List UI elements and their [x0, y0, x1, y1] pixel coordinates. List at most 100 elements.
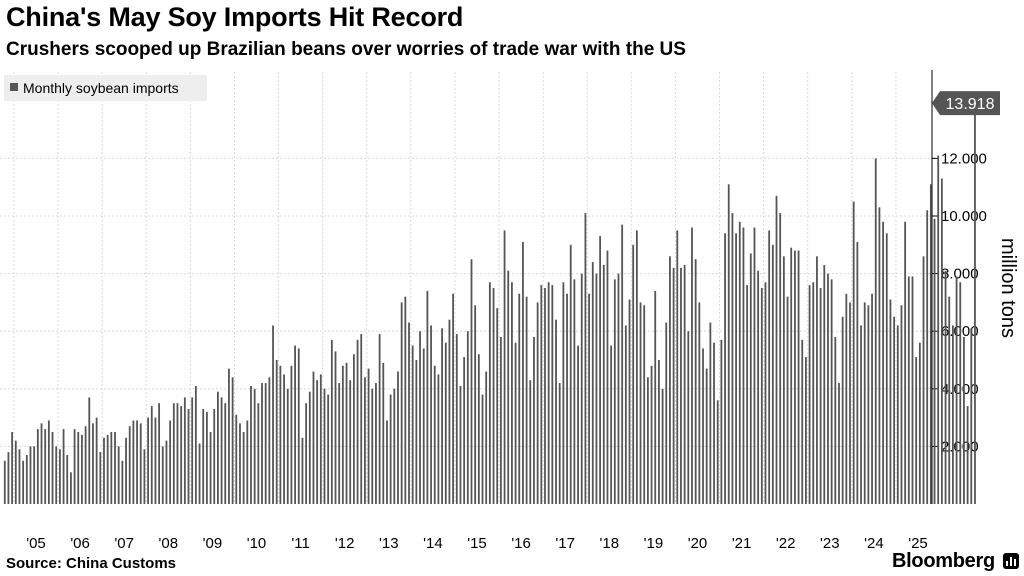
bar: [180, 406, 183, 504]
bar: [132, 420, 135, 504]
bar: [345, 362, 348, 504]
bar: [33, 446, 36, 504]
bar: [426, 290, 429, 504]
bar: [757, 270, 760, 504]
bar: [952, 325, 954, 504]
bar: [874, 158, 877, 504]
bar: [889, 299, 892, 504]
y-tick-label: 8.000: [941, 266, 979, 283]
bar: [338, 383, 341, 504]
bar: [540, 285, 543, 504]
bar: [224, 403, 227, 504]
bar: [779, 213, 782, 504]
bar: [764, 282, 767, 504]
bar: [3, 460, 6, 504]
bar: [823, 264, 826, 504]
bar: [382, 362, 385, 504]
bar: [202, 408, 205, 504]
bar: [522, 241, 524, 505]
bar: [84, 426, 87, 504]
bar: [573, 279, 576, 504]
bar: [92, 423, 94, 504]
bar: [838, 383, 840, 504]
bar: [205, 411, 208, 504]
bar: [628, 299, 631, 504]
y-tick-label: 10.000: [941, 208, 987, 225]
bar: [11, 432, 14, 504]
legend-swatch: [10, 83, 18, 91]
bar: [44, 429, 47, 504]
bar: [525, 296, 528, 504]
bar: [36, 429, 39, 504]
bar: [735, 233, 737, 504]
bar: [62, 429, 65, 504]
bar: [893, 316, 896, 504]
x-tick-label: '07: [114, 535, 134, 552]
bar: [966, 406, 969, 504]
bar: [154, 417, 157, 504]
bar: [713, 342, 715, 504]
x-tick-label: '19: [644, 535, 664, 552]
bar: [687, 331, 690, 504]
bar: [187, 408, 190, 504]
bar: [775, 195, 778, 504]
bar: [955, 276, 958, 504]
bar: [301, 437, 304, 504]
bar: [746, 285, 749, 504]
bar: [194, 385, 197, 504]
bar: [698, 302, 701, 504]
bar: [558, 383, 561, 504]
bar: [959, 282, 962, 504]
bar: [378, 334, 381, 504]
bar: [911, 276, 914, 504]
x-tick-label: '15: [467, 535, 487, 552]
x-tick-label: '11: [291, 535, 309, 552]
bar: [963, 336, 965, 504]
bar: [511, 282, 513, 504]
y-axis-label: million tons: [997, 238, 1019, 338]
bar: [466, 331, 469, 504]
bar: [716, 400, 719, 504]
bar: [470, 259, 473, 504]
bar: [852, 201, 855, 504]
bar: [316, 380, 319, 504]
bar: [257, 403, 260, 504]
bar: [272, 325, 274, 504]
bar: [624, 325, 627, 504]
bar: [749, 253, 752, 504]
bar: [643, 305, 646, 504]
bar: [14, 440, 17, 504]
bar: [400, 302, 403, 504]
bar: [408, 322, 410, 504]
bar: [709, 322, 712, 504]
bar: [70, 472, 72, 504]
bar: [797, 250, 800, 504]
bar: [455, 334, 458, 504]
x-tick-label: '05: [26, 535, 46, 552]
bar: [77, 432, 80, 504]
bar: [878, 207, 881, 505]
bar: [183, 397, 186, 504]
bar: [191, 397, 194, 504]
bar: [268, 377, 271, 504]
bar: [198, 443, 201, 504]
bar: [29, 446, 32, 504]
bar: [294, 345, 296, 504]
bar: [808, 285, 811, 504]
x-tick-label: '18: [600, 535, 620, 552]
bar: [727, 184, 730, 504]
bar: [73, 429, 76, 504]
bar: [217, 391, 219, 504]
bar: [95, 417, 98, 504]
bar: [742, 227, 745, 504]
bar: [488, 282, 491, 504]
bar: [481, 394, 484, 504]
x-tick-label: '06: [70, 535, 90, 552]
x-tick-label: '23: [820, 535, 840, 552]
bar: [286, 388, 289, 504]
bar: [834, 336, 837, 504]
x-tick-label: '13: [379, 535, 399, 552]
bar: [753, 227, 756, 504]
bar: [790, 247, 793, 504]
x-tick-label: '08: [159, 535, 179, 552]
